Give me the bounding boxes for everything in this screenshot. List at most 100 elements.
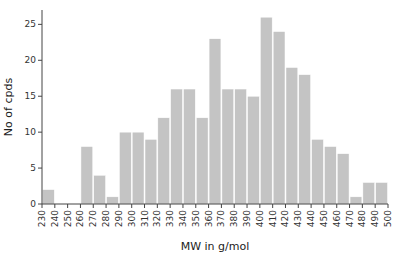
x-tick-label: 270 <box>88 210 98 227</box>
x-tick-label: 350 <box>191 210 201 227</box>
x-tick <box>157 204 158 208</box>
bar <box>94 175 106 204</box>
bar <box>183 89 195 204</box>
bar <box>235 89 247 204</box>
bar <box>171 89 183 204</box>
x-tick-label: 430 <box>293 210 303 227</box>
bar <box>337 154 349 204</box>
x-tick-label: 480 <box>357 210 367 227</box>
x-tick <box>80 204 81 208</box>
bar <box>376 182 388 204</box>
x-tick-label: 460 <box>332 210 342 227</box>
chart: 0 5 10 15 20 25 230240250260270280290300310320… <box>0 0 400 256</box>
x-tick <box>298 204 299 208</box>
x-tick <box>272 204 273 208</box>
y-tick-label: 20 <box>25 55 37 65</box>
x-tick-label: 390 <box>242 210 252 227</box>
x-tick-label: 440 <box>306 210 316 227</box>
x-tick-label: 450 <box>319 210 329 227</box>
y-tick-label: 25 <box>25 19 36 29</box>
x-tick-label: 370 <box>216 210 226 227</box>
x-tick <box>54 204 55 208</box>
y-tick <box>38 168 42 169</box>
x-tick-label: 290 <box>114 210 124 227</box>
bar <box>299 75 311 204</box>
x-tick-label: 500 <box>383 210 393 227</box>
bar <box>324 147 336 204</box>
x-tick-label: 250 <box>63 210 73 227</box>
x-tick <box>259 204 260 208</box>
y-tick <box>38 204 42 205</box>
x-tick-label: 320 <box>152 210 162 227</box>
bar <box>43 190 55 204</box>
y-tick <box>38 24 42 25</box>
x-tick <box>106 204 107 208</box>
x-tick-label: 360 <box>204 210 214 227</box>
x-tick-label: 310 <box>140 210 150 227</box>
x-tick-label: 400 <box>255 210 265 227</box>
y-tick-label: 15 <box>25 91 36 101</box>
x-tick <box>285 204 286 208</box>
x-tick-label: 380 <box>229 210 239 227</box>
y-tick <box>38 60 42 61</box>
bar <box>107 197 119 204</box>
x-tick-label: 470 <box>345 210 355 227</box>
x-tick <box>208 204 209 208</box>
x-tick <box>375 204 376 208</box>
x-axis-label: MW in g/mol <box>181 240 250 253</box>
x-tick-label: 230 <box>37 210 47 227</box>
x-tick <box>195 204 196 208</box>
x-tick-label: 280 <box>101 210 111 227</box>
bar <box>312 139 324 204</box>
axes: 0 5 10 15 20 25 230240250260270280290300310320… <box>25 10 393 227</box>
y-tick-label: 10 <box>25 127 37 137</box>
bar <box>119 132 131 204</box>
x-tick <box>131 204 132 208</box>
y-axis-label: No of cpds <box>2 78 15 137</box>
x-tick-label: 420 <box>280 210 290 227</box>
bar <box>222 89 234 204</box>
x-tick <box>323 204 324 208</box>
y-tick-label: 0 <box>30 199 36 209</box>
bar <box>273 32 285 204</box>
x-tick <box>336 204 337 208</box>
bar <box>363 182 375 204</box>
bar <box>350 197 362 204</box>
x-tick <box>388 204 389 208</box>
x-tick-label: 410 <box>268 210 278 227</box>
x-tick-label: 300 <box>127 210 137 227</box>
x-tick-label: 340 <box>178 210 188 227</box>
x-tick-label: 330 <box>165 210 175 227</box>
x-tick <box>362 204 363 208</box>
x-tick <box>182 204 183 208</box>
y-tick <box>38 132 42 133</box>
y-tick <box>38 96 42 97</box>
bar <box>260 17 272 204</box>
x-tick <box>221 204 222 208</box>
bar <box>196 118 208 204</box>
x-tick <box>311 204 312 208</box>
x-tick-label: 240 <box>50 210 60 227</box>
x-tick-label: 490 <box>370 210 380 227</box>
x-axis-line <box>42 204 388 205</box>
y-tick-label: 5 <box>30 163 36 173</box>
bar <box>132 132 144 204</box>
chart-container: 0 5 10 15 20 25 230240250260270280290300310320… <box>0 0 400 256</box>
bar <box>145 139 157 204</box>
x-tick <box>349 204 350 208</box>
x-tick <box>170 204 171 208</box>
bar <box>81 147 93 204</box>
x-tick <box>118 204 119 208</box>
x-tick <box>93 204 94 208</box>
y-axis-line <box>42 10 43 204</box>
x-tick <box>67 204 68 208</box>
bar <box>286 67 298 204</box>
x-tick <box>42 204 43 208</box>
bar <box>158 118 170 204</box>
x-tick <box>144 204 145 208</box>
bar <box>248 96 260 204</box>
x-tick-label: 260 <box>75 210 85 227</box>
x-tick <box>247 204 248 208</box>
x-tick <box>234 204 235 208</box>
bar <box>209 39 221 204</box>
